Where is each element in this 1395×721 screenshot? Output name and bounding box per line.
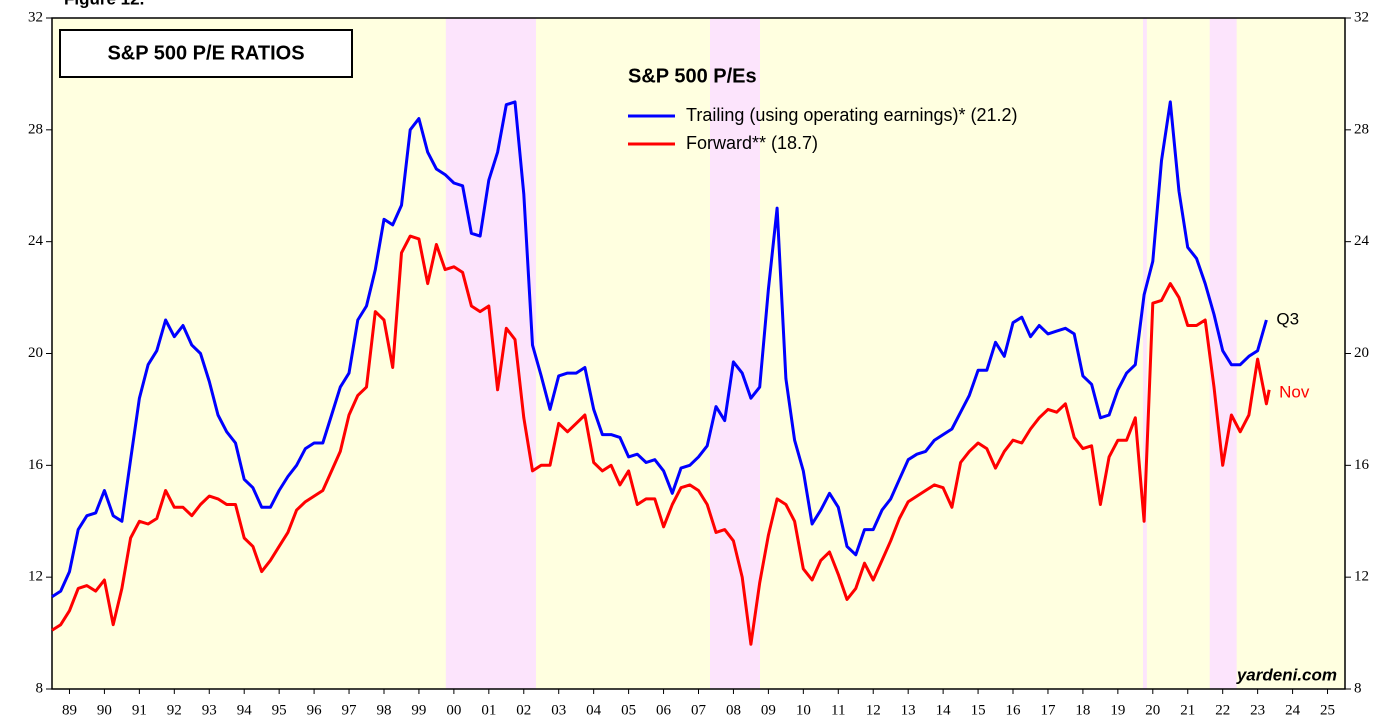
plot-background <box>52 18 1345 689</box>
x-tick-label: 18 <box>1075 702 1090 718</box>
x-tick-label: 91 <box>132 702 147 718</box>
legend-label: Forward** (18.7) <box>686 133 818 153</box>
x-tick-label: 92 <box>167 702 182 718</box>
x-tick-label: 90 <box>97 702 112 718</box>
y-tick-label: 20 <box>28 345 43 361</box>
x-tick-label: 22 <box>1215 702 1230 718</box>
y-tick-label: 8 <box>36 680 44 696</box>
x-tick-label: 00 <box>446 702 461 718</box>
y2-tick-label: 8 <box>1354 680 1362 696</box>
x-tick-label: 97 <box>342 702 358 718</box>
x-tick-label: 20 <box>1145 702 1160 718</box>
x-tick-label: 14 <box>936 702 952 718</box>
x-tick-label: 21 <box>1180 702 1195 718</box>
title-box <box>59 29 353 78</box>
x-tick-label: 03 <box>551 702 566 718</box>
x-tick-label: 23 <box>1250 702 1265 718</box>
y-tick-label: 28 <box>28 121 43 137</box>
shaded-period <box>1143 18 1147 689</box>
y2-tick-label: 12 <box>1354 569 1369 585</box>
x-tick-label: 11 <box>831 702 845 718</box>
y2-tick-label: 32 <box>1354 9 1369 25</box>
y2-tick-label: 16 <box>1354 457 1370 473</box>
legend-title: S&P 500 P/Es <box>628 65 757 87</box>
y2-tick-label: 28 <box>1354 121 1369 137</box>
x-tick-label: 93 <box>202 702 217 718</box>
x-tick-label: 12 <box>866 702 881 718</box>
series-line <box>51 234 1271 646</box>
y2-tick-label: 20 <box>1354 345 1369 361</box>
end-label: Q3 <box>1276 309 1299 328</box>
x-tick-label: 06 <box>656 702 672 718</box>
x-tick-label: 02 <box>516 702 531 718</box>
x-tick-label: 07 <box>691 702 707 718</box>
x-tick-label: 96 <box>307 702 323 718</box>
x-tick-label: 10 <box>796 702 811 718</box>
x-tick-label: 95 <box>272 702 287 718</box>
x-tick-label: 24 <box>1285 702 1301 718</box>
x-tick-label: 19 <box>1110 702 1125 718</box>
x-tick-label: 13 <box>901 702 916 718</box>
shaded-period <box>710 18 761 689</box>
x-tick-label: 09 <box>761 702 776 718</box>
series-line <box>51 100 1268 598</box>
legend-label: Trailing (using operating earnings)* (21… <box>686 105 1018 125</box>
y-tick-label: 12 <box>28 569 43 585</box>
y-tick-label: 16 <box>28 457 44 473</box>
y2-tick-label: 24 <box>1354 233 1370 249</box>
figure-label: Figure 12. <box>64 0 144 8</box>
x-tick-label: 15 <box>971 702 986 718</box>
source: yardeni.com <box>1236 665 1337 684</box>
y-tick-label: 24 <box>28 233 44 249</box>
x-tick-label: 16 <box>1006 702 1022 718</box>
x-tick-label: 98 <box>376 702 391 718</box>
x-tick-label: 17 <box>1040 702 1056 718</box>
x-tick-label: 94 <box>237 702 253 718</box>
chart-title: S&P 500 P/E RATIOS <box>107 42 304 64</box>
x-tick-label: 08 <box>726 702 741 718</box>
x-tick-label: 99 <box>411 702 426 718</box>
x-tick-label: 01 <box>481 702 496 718</box>
x-tick-label: 05 <box>621 702 636 718</box>
x-tick-label: 25 <box>1320 702 1335 718</box>
end-label: Nov <box>1279 382 1310 401</box>
x-tick-label: 04 <box>586 702 602 718</box>
shaded-period <box>445 18 537 689</box>
y-tick-label: 32 <box>28 9 43 25</box>
x-tick-label: 89 <box>62 702 77 718</box>
